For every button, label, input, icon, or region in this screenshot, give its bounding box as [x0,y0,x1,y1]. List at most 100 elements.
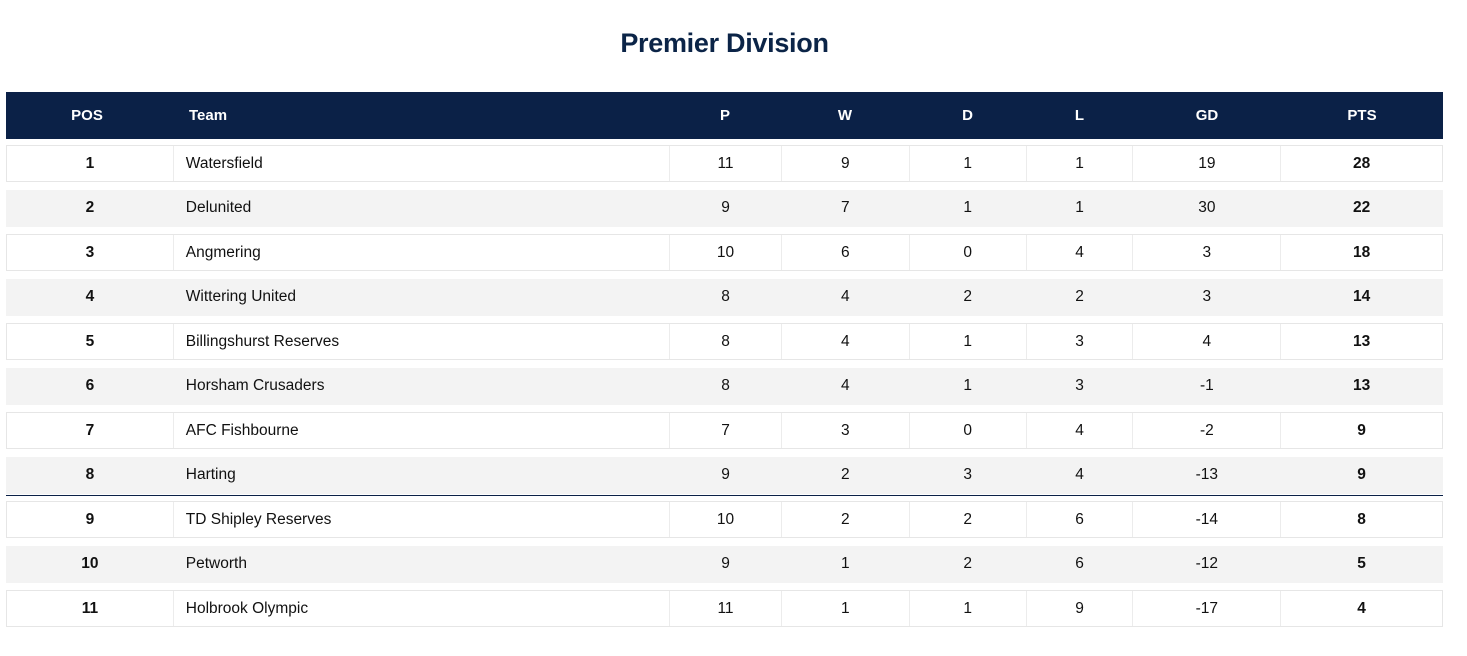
header-points[interactable]: PTS [1347,107,1377,124]
cell-won: 4 [780,324,909,359]
cell-drawn: 1 [908,591,1026,626]
header-goal-difference[interactable]: GD [1195,107,1219,124]
table-body: 1 Watersfield 11 9 1 1 19 28 2 Delunited 9 7 1 1 30 22 3… [6,145,1443,627]
cell-lost: 9 [1025,591,1133,626]
header-won[interactable]: W [837,107,853,124]
cell-played: 10 [669,235,781,270]
cell-played: 9 [669,546,781,582]
table-row: 6 Horsham Crusaders 8 4 1 3 -1 13 [6,367,1443,405]
table-row: 11 Holbrook Olympic 11 1 1 9 -17 4 [6,590,1443,627]
cell-team[interactable]: Angmering [172,235,669,270]
cell-goal-difference: 30 [1132,190,1280,226]
header-pos[interactable]: POS [71,107,103,124]
cell-pos: 3 [85,243,95,261]
cell-drawn: 1 [908,368,1026,404]
cell-played: 9 [669,190,781,226]
cell-goal-difference: -12 [1132,546,1280,582]
cell-won: 9 [780,146,909,181]
cell-played: 8 [669,279,781,315]
cell-won: 4 [780,368,909,404]
page-title: Premier Division [620,28,829,58]
cell-points: 28 [1280,146,1442,181]
cell-played: 11 [669,146,781,181]
cell-goal-difference: -2 [1132,413,1280,448]
cell-goal-difference: 3 [1132,279,1280,315]
cell-drawn: 2 [908,502,1026,537]
cell-pos: 1 [85,154,95,172]
cell-team[interactable]: Holbrook Olympic [172,591,669,626]
cell-points: 22 [1280,190,1442,226]
cell-won: 6 [780,235,909,270]
cell-won: 2 [780,502,909,537]
cell-team[interactable]: Delunited [172,190,669,226]
header-lost[interactable]: L [1074,107,1085,124]
cell-pos: 2 [85,199,95,216]
cell-pos: 4 [85,288,95,305]
cell-points: 14 [1280,279,1442,315]
cell-pos: 9 [85,510,95,528]
cell-points: 9 [1280,413,1442,448]
cell-goal-difference: -1 [1132,368,1280,404]
cell-drawn: 2 [908,546,1026,582]
cell-points: 18 [1280,235,1442,270]
table-row: 9 TD Shipley Reserves 10 2 2 6 -14 8 [6,501,1443,538]
cell-pos: 10 [81,555,99,572]
cell-team[interactable]: Harting [172,457,669,493]
cell-lost: 3 [1025,368,1133,404]
cell-won: 1 [780,546,909,582]
relegation-divider [6,495,1443,496]
cell-goal-difference: -13 [1132,457,1280,493]
cell-team[interactable]: Horsham Crusaders [172,368,669,404]
cell-team[interactable]: TD Shipley Reserves [172,502,669,537]
cell-won: 7 [780,190,909,226]
cell-lost: 6 [1025,502,1133,537]
header-drawn[interactable]: D [962,107,973,124]
table-header: POS Team P W D L GD PTS [6,92,1443,139]
cell-won: 4 [780,279,909,315]
cell-pos: 7 [85,421,95,439]
cell-points: 4 [1280,591,1442,626]
cell-played: 9 [669,457,781,493]
cell-pos: 8 [85,466,95,483]
table-row: 1 Watersfield 11 9 1 1 19 28 [6,145,1443,182]
cell-lost: 4 [1025,457,1133,493]
cell-drawn: 0 [908,413,1026,448]
cell-points: 8 [1280,502,1442,537]
cell-drawn: 1 [908,146,1026,181]
cell-lost: 1 [1025,146,1133,181]
cell-points: 5 [1280,546,1442,582]
cell-team[interactable]: Wittering United [172,279,669,315]
cell-drawn: 1 [908,324,1026,359]
header-team[interactable]: Team [189,107,228,124]
cell-drawn: 2 [908,279,1026,315]
table-row: 8 Harting 9 2 3 4 -13 9 [6,456,1443,494]
cell-points: 9 [1280,457,1442,493]
cell-team[interactable]: Watersfield [172,146,669,181]
cell-lost: 1 [1025,190,1133,226]
header-played[interactable]: P [719,107,730,124]
cell-played: 11 [669,591,781,626]
cell-played: 7 [669,413,781,448]
cell-lost: 4 [1025,413,1133,448]
cell-points: 13 [1280,368,1442,404]
cell-lost: 4 [1025,235,1133,270]
table-row: 3 Angmering 10 6 0 4 3 18 [6,234,1443,271]
cell-won: 1 [780,591,909,626]
table-row: 7 AFC Fishbourne 7 3 0 4 -2 9 [6,412,1443,449]
cell-pos: 5 [85,332,95,350]
cell-pos: 11 [81,599,99,617]
cell-team[interactable]: Billingshurst Reserves [172,324,669,359]
table-row: 5 Billingshurst Reserves 8 4 1 3 4 13 [6,323,1443,360]
cell-team[interactable]: Petworth [172,546,669,582]
cell-pos: 6 [85,377,95,394]
cell-goal-difference: -14 [1132,502,1280,537]
league-table: POS Team P W D L GD PTS 1 Watersfield 11 9 1… [6,92,1443,635]
cell-drawn: 3 [908,457,1026,493]
cell-goal-difference: -17 [1132,591,1280,626]
cell-team[interactable]: AFC Fishbourne [172,413,669,448]
table-row: 4 Wittering United 8 4 2 2 3 14 [6,278,1443,316]
cell-goal-difference: 19 [1132,146,1280,181]
table-row: 2 Delunited 9 7 1 1 30 22 [6,189,1443,227]
cell-goal-difference: 3 [1132,235,1280,270]
cell-goal-difference: 4 [1132,324,1280,359]
